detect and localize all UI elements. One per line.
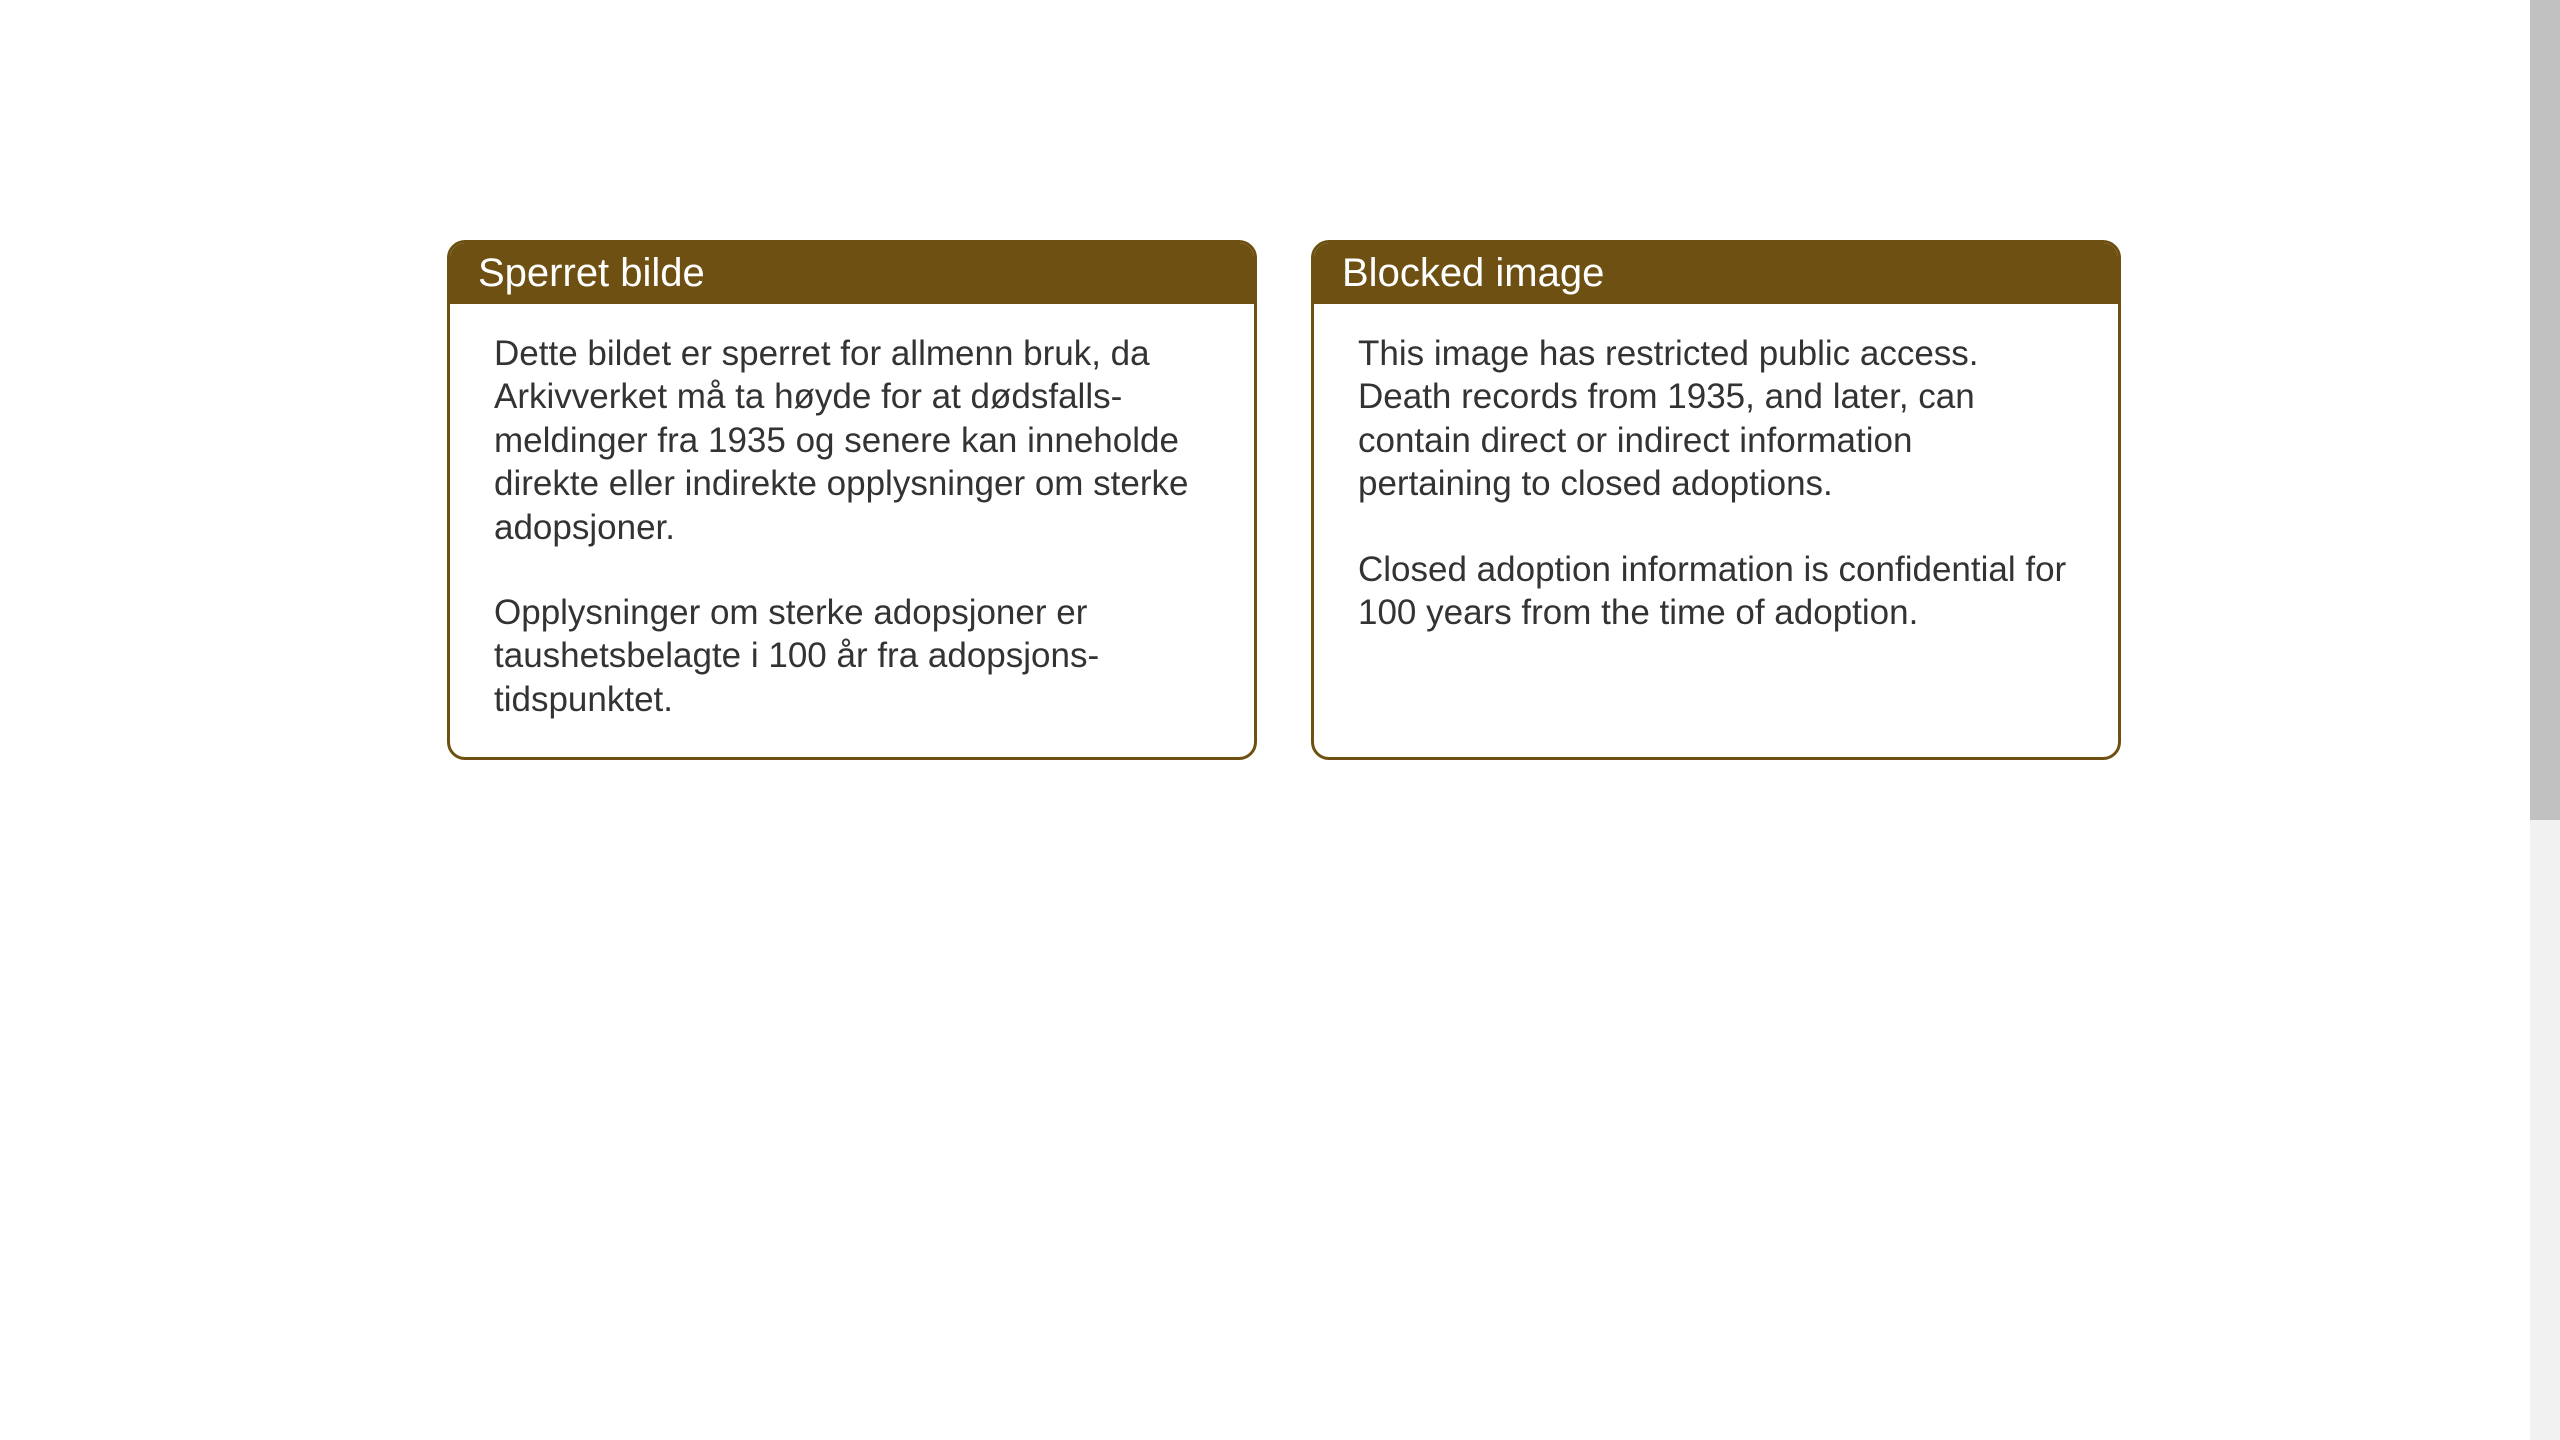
card-header: Sperret bilde xyxy=(450,243,1254,304)
card-paragraph: Opplysninger om sterke adopsjoner er tau… xyxy=(494,591,1210,721)
card-paragraph: This image has restricted public access.… xyxy=(1358,332,2074,506)
card-body: Dette bildet er sperret for allmenn bruk… xyxy=(450,304,1254,757)
scrollbar-thumb[interactable] xyxy=(2530,0,2560,820)
notice-card-english: Blocked image This image has restricted … xyxy=(1311,240,2121,760)
scrollbar-track[interactable] xyxy=(2530,0,2560,1440)
notice-container: Sperret bilde Dette bildet er sperret fo… xyxy=(447,240,2121,760)
card-header: Blocked image xyxy=(1314,243,2118,304)
card-title: Blocked image xyxy=(1342,251,1604,295)
notice-card-norwegian: Sperret bilde Dette bildet er sperret fo… xyxy=(447,240,1257,760)
card-title: Sperret bilde xyxy=(478,251,705,295)
card-paragraph: Closed adoption information is confident… xyxy=(1358,548,2074,635)
card-body: This image has restricted public access.… xyxy=(1314,304,2118,670)
card-paragraph: Dette bildet er sperret for allmenn bruk… xyxy=(494,332,1210,549)
